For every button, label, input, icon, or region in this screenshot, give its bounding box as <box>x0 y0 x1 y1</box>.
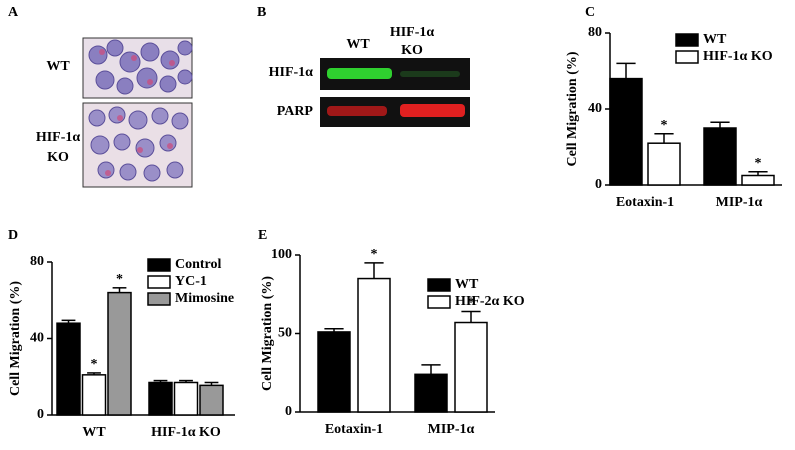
bar <box>454 321 488 413</box>
y-tick-label: 40 <box>30 331 44 346</box>
legend-label: Control <box>175 257 222 272</box>
y-tick-label: 100 <box>271 247 292 262</box>
y-tick-label: 80 <box>588 25 602 40</box>
legend-swatch <box>147 292 171 306</box>
column-label: KO <box>401 43 423 58</box>
y-axis-label: Cell Migration (%) <box>260 276 275 391</box>
bar <box>647 142 681 186</box>
bar <box>609 77 643 186</box>
legend-swatch <box>427 295 451 309</box>
x-tick-label: HIF-1α KO <box>151 425 221 440</box>
significance-marker: * <box>91 357 98 372</box>
bar <box>56 322 81 416</box>
legend-label: HIF-2α KO <box>455 294 525 309</box>
legend-label: HIF-1α KO <box>703 49 773 64</box>
panel-label: C <box>585 5 595 20</box>
significance-marker: * <box>116 272 123 287</box>
legend-swatch <box>675 50 699 64</box>
significance-marker: * <box>661 118 668 133</box>
legend-label: YC-1 <box>175 274 207 289</box>
legend-swatch <box>147 258 171 272</box>
y-tick-label: 0 <box>595 177 602 192</box>
x-tick-label: WT <box>82 425 106 440</box>
bar <box>703 127 737 186</box>
x-tick-label: MIP-1α <box>716 195 763 210</box>
y-tick-label: 80 <box>30 254 44 269</box>
micrograph <box>82 102 193 188</box>
significance-marker: * <box>755 156 762 171</box>
y-tick-label: 0 <box>37 407 44 422</box>
bar <box>81 374 107 416</box>
row-label: HIF-1α <box>269 65 314 80</box>
row-label: WT <box>46 59 70 74</box>
y-tick-label: 0 <box>285 404 292 419</box>
bar <box>199 384 224 416</box>
significance-marker: * <box>371 247 378 262</box>
legend-swatch <box>675 33 699 47</box>
panel-label: D <box>8 228 18 243</box>
row-label: PARP <box>277 104 314 119</box>
panel-label: B <box>257 5 266 20</box>
bar <box>357 277 391 413</box>
panel-label: A <box>8 5 19 20</box>
column-label: WT <box>346 37 370 52</box>
blot <box>320 58 470 127</box>
y-tick-label: 50 <box>278 326 292 341</box>
legend-label: WT <box>703 32 727 47</box>
y-tick-label: 40 <box>588 101 602 116</box>
y-axis-label: Cell Migration (%) <box>565 51 580 166</box>
x-tick-label: Eotaxin-1 <box>325 422 383 437</box>
panel-label: E <box>258 228 267 243</box>
legend-swatch <box>147 275 171 289</box>
significance-marker: * <box>468 296 475 311</box>
row-label: KO <box>47 150 69 165</box>
bar <box>317 331 351 413</box>
micrograph <box>82 37 193 99</box>
legend-label: Mimosine <box>175 291 234 306</box>
bar <box>741 174 775 186</box>
bar <box>148 381 173 416</box>
y-axis-label: Cell Migration (%) <box>8 281 23 396</box>
bar <box>107 291 132 416</box>
bar <box>414 373 448 413</box>
legend-swatch <box>427 278 451 292</box>
legend-label: WT <box>455 277 479 292</box>
column-label: HIF-1α <box>390 25 435 40</box>
row-label: HIF-1α <box>36 130 81 145</box>
x-tick-label: MIP-1α <box>428 422 475 437</box>
bar <box>173 381 199 416</box>
x-tick-label: Eotaxin-1 <box>616 195 674 210</box>
